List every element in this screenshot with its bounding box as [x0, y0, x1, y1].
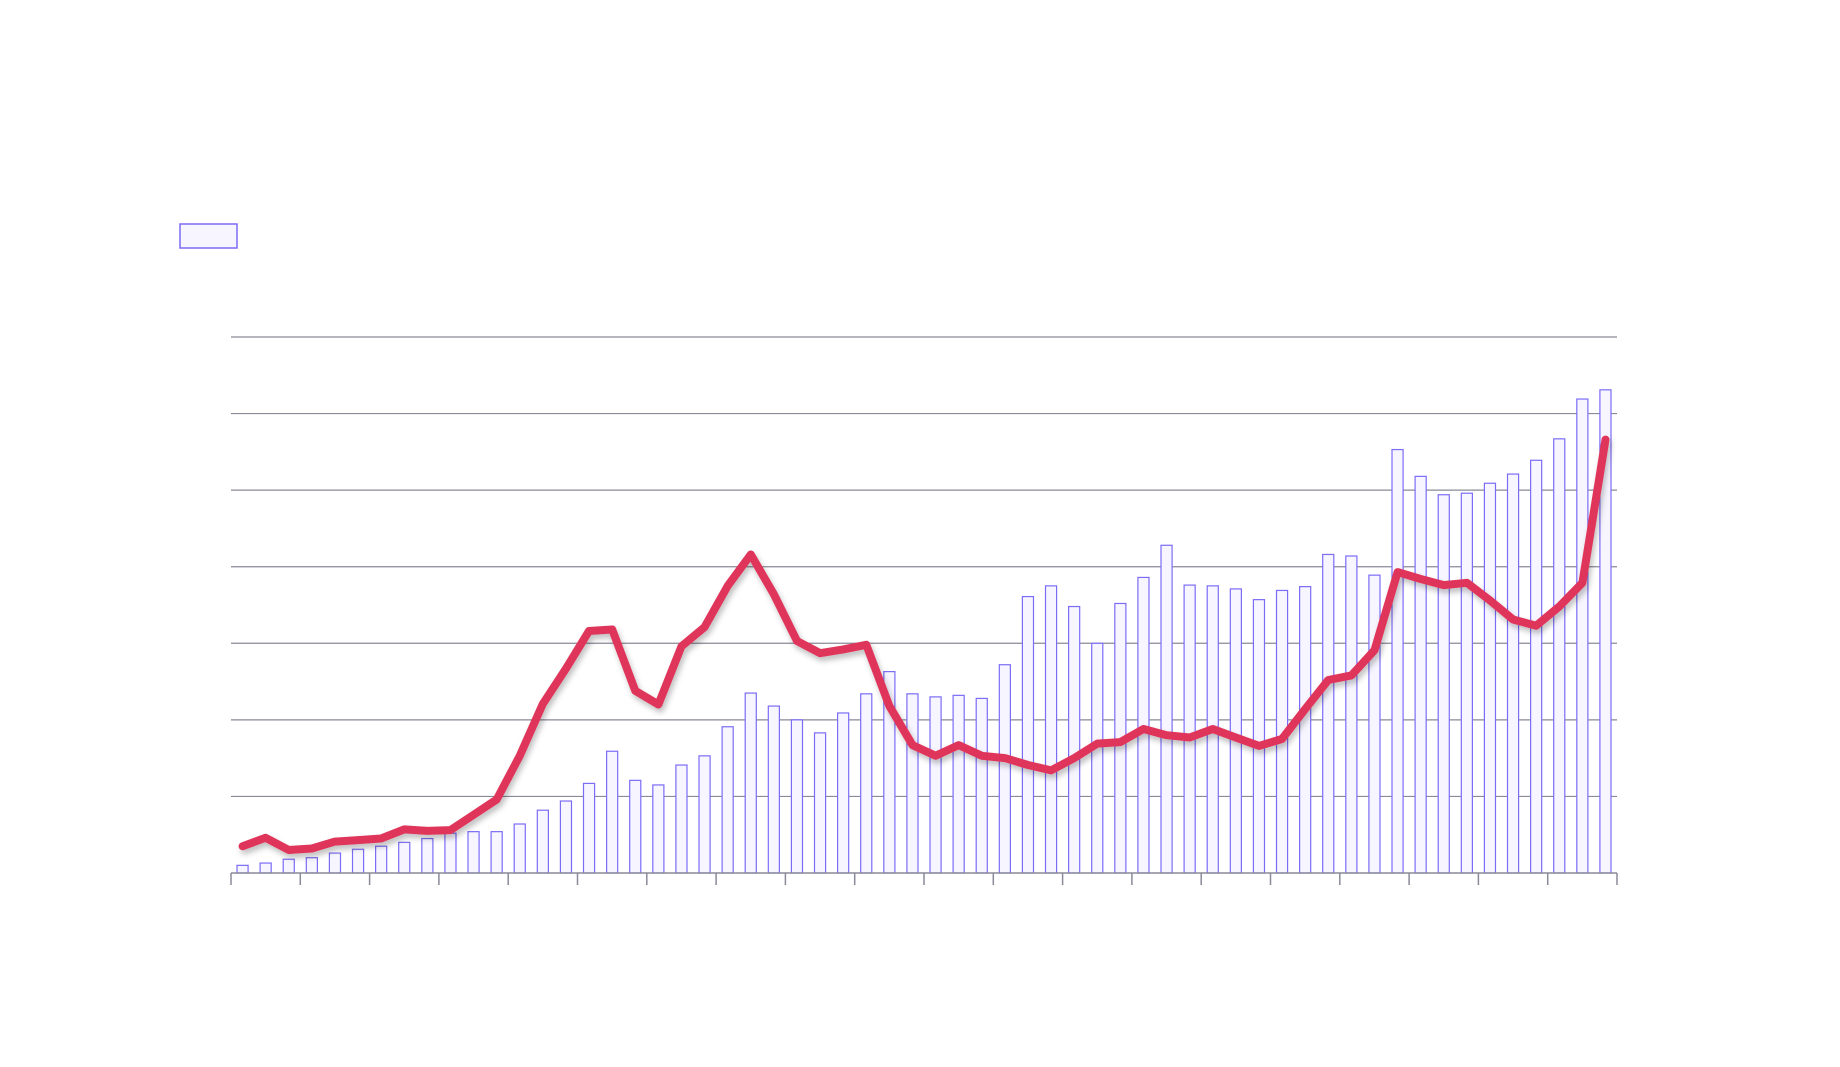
bar: [1160, 544, 1173, 874]
x-axis: [230, 872, 1618, 885]
bar: [421, 837, 434, 874]
bar: [1229, 588, 1242, 874]
bar: [1252, 599, 1266, 874]
bar: [1091, 642, 1104, 874]
bar: [929, 696, 942, 874]
bar: [582, 782, 596, 874]
bar: [1068, 605, 1081, 874]
bar: [536, 809, 549, 874]
bar: [1044, 585, 1058, 874]
bar: [721, 726, 734, 874]
bar: [1437, 494, 1450, 874]
bar: [675, 764, 688, 874]
legend-swatch-bar: [179, 223, 238, 249]
bar: [790, 719, 804, 874]
bar: [1530, 459, 1543, 874]
bar: [1322, 553, 1335, 874]
bar: [259, 862, 272, 874]
bar: [1183, 584, 1196, 874]
bar: [1368, 574, 1381, 874]
bar: [375, 845, 388, 874]
bar: [513, 823, 526, 874]
bar: [606, 750, 619, 874]
bar: [629, 779, 642, 874]
bar: [860, 693, 873, 874]
bar: [767, 705, 780, 874]
bar: [906, 693, 919, 874]
bar: [236, 864, 249, 874]
bar: [305, 857, 318, 874]
bar: [559, 800, 573, 874]
bar: [1506, 473, 1520, 874]
bar: [652, 784, 665, 874]
bar: [1483, 482, 1497, 874]
bar: [813, 732, 827, 874]
gridlines: [231, 336, 1617, 798]
bar: [467, 831, 480, 874]
bar: [1576, 398, 1589, 874]
bar: [744, 692, 757, 874]
bar: [837, 712, 850, 874]
bar: [698, 755, 711, 874]
bar: [351, 848, 365, 874]
bar: [398, 841, 411, 874]
bar: [1391, 448, 1404, 874]
bar: [1553, 438, 1566, 874]
bar: [328, 852, 342, 874]
line-path: [238, 435, 1610, 854]
bar: [444, 832, 457, 874]
bar: [1414, 475, 1427, 874]
line-series: [238, 435, 1610, 854]
bar: [952, 694, 965, 874]
bar: [1460, 492, 1473, 874]
bar: [998, 664, 1011, 874]
bar-series: [236, 389, 1612, 874]
legend: [179, 223, 980, 249]
bar: [1299, 586, 1312, 874]
bar: [1021, 595, 1035, 874]
bar: [490, 831, 503, 874]
bar: [975, 697, 988, 874]
bar: [282, 858, 295, 874]
bar: [1345, 555, 1358, 874]
